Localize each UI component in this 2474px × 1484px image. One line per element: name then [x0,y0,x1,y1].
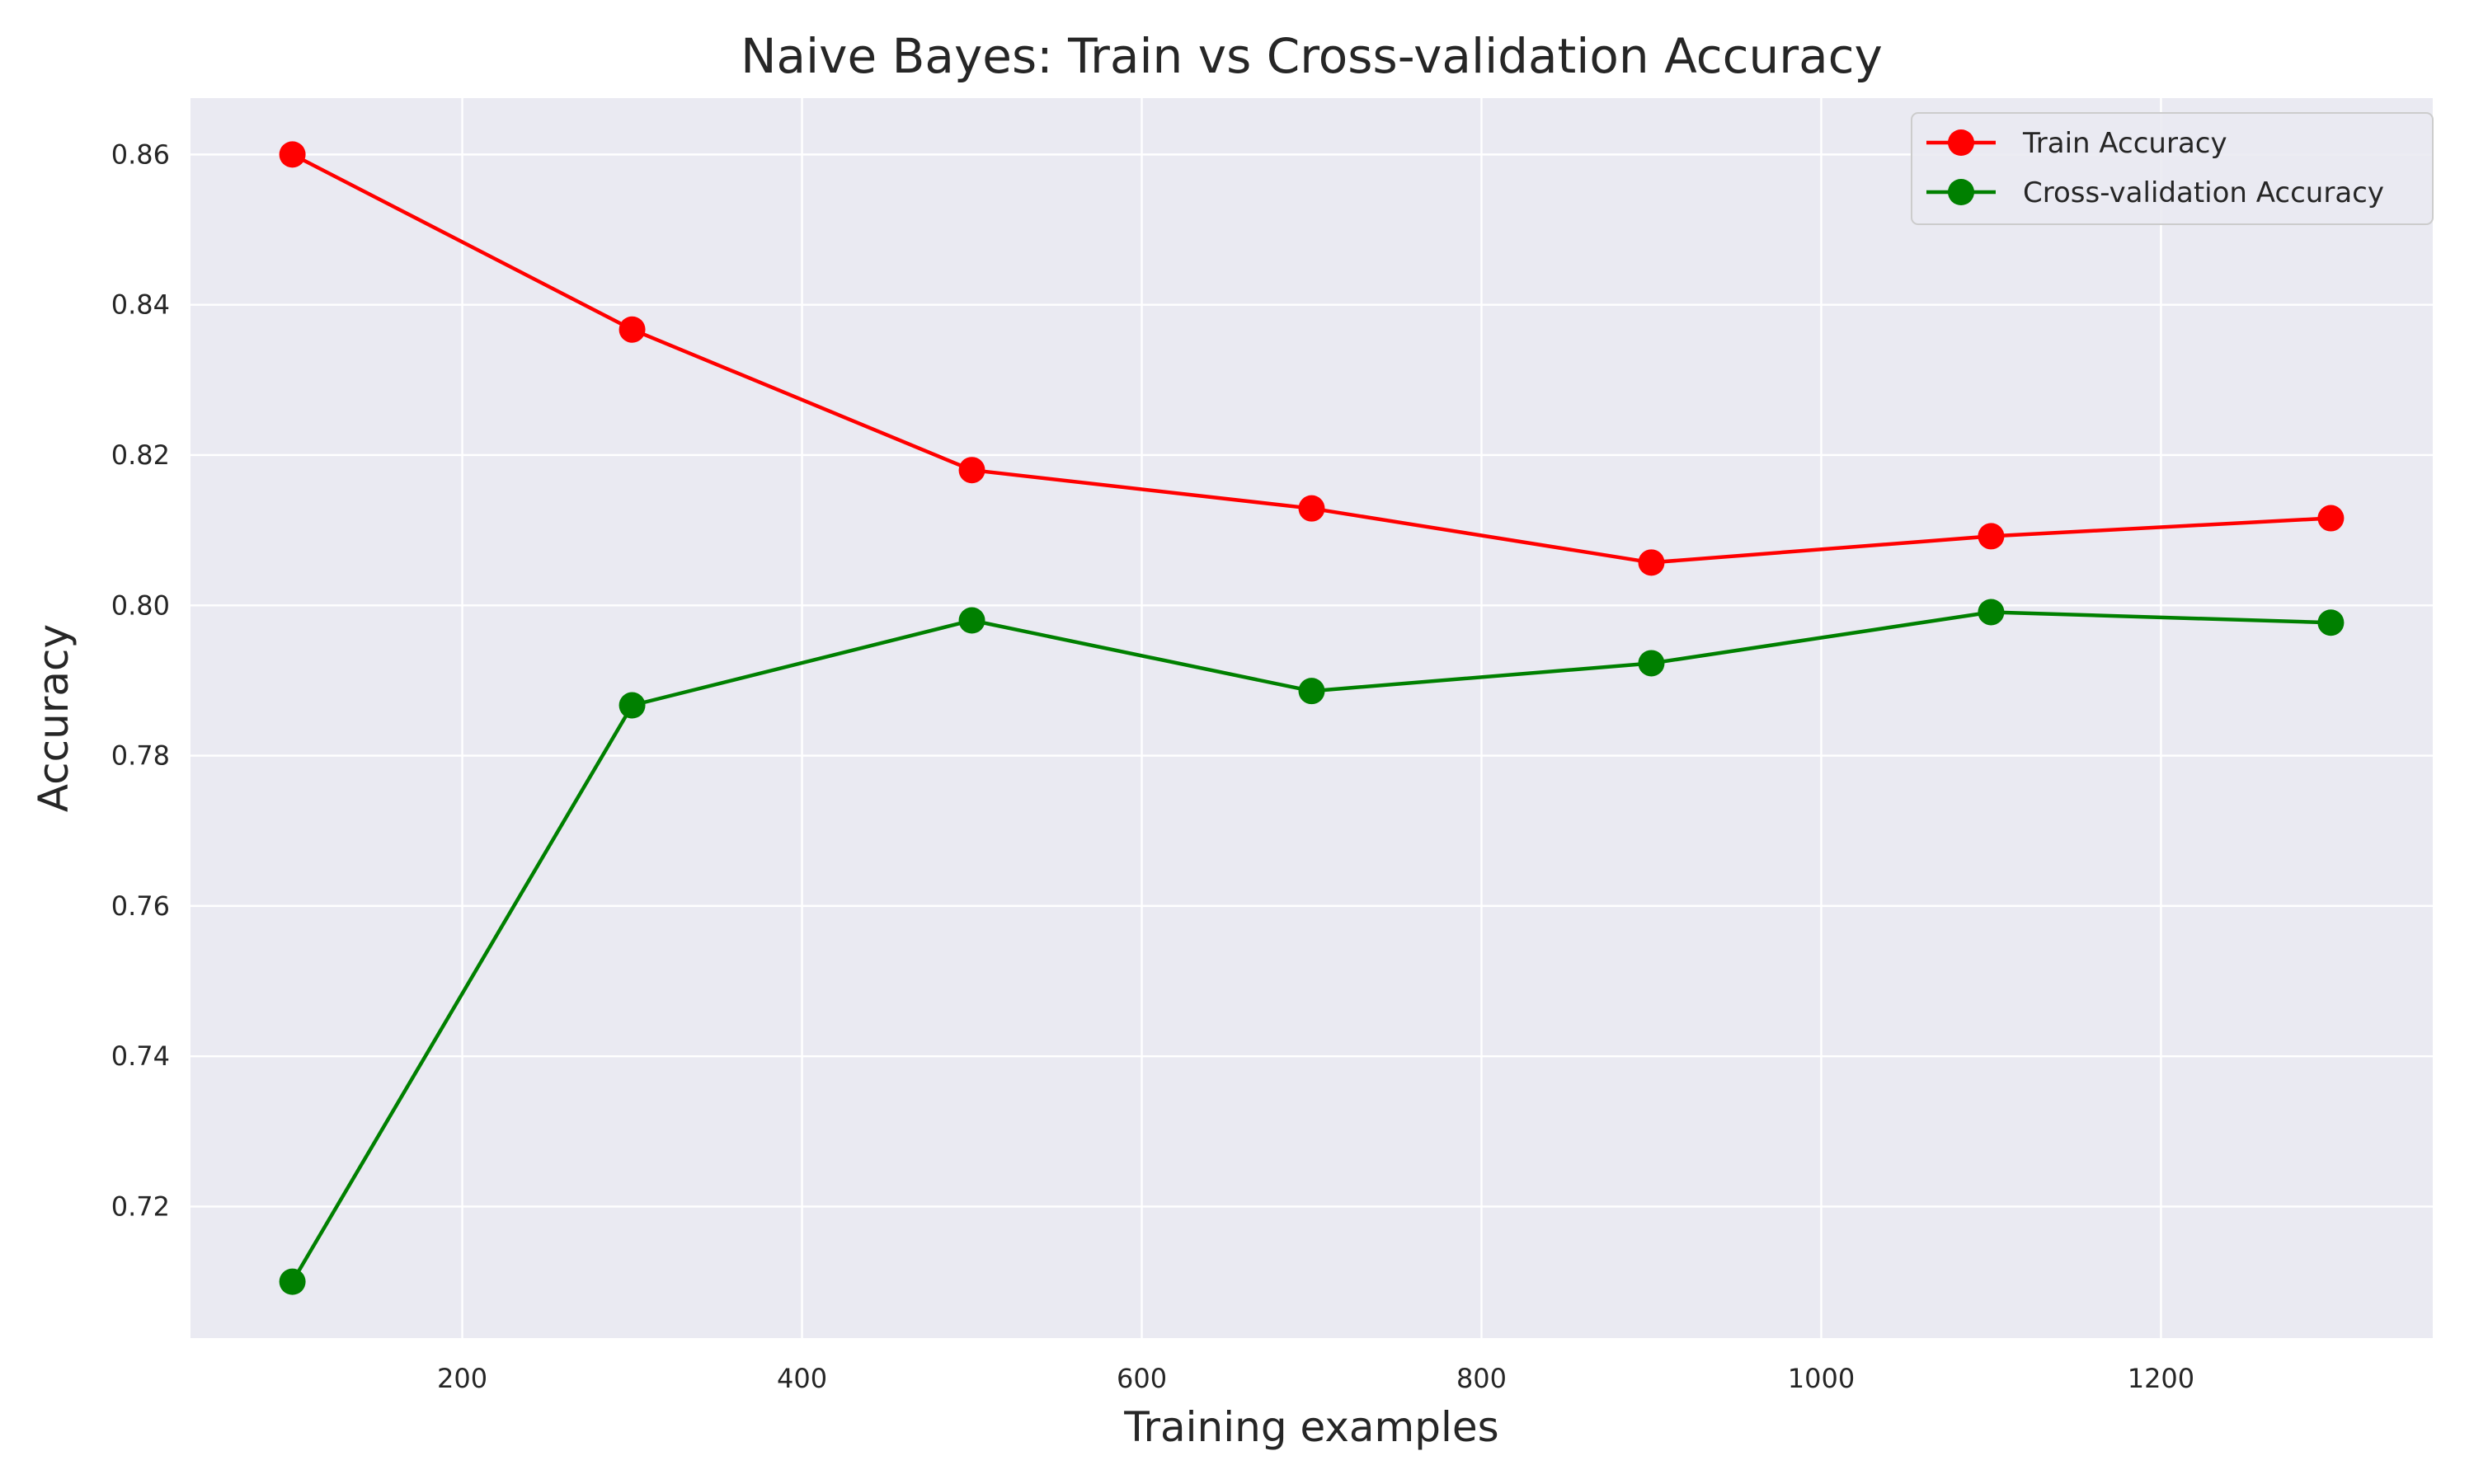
x-tick-label: 1000 [1788,1363,1855,1394]
x-tick-label: 600 [1117,1363,1167,1394]
legend-label: Train Accuracy [2022,127,2227,160]
data-point [958,607,985,634]
y-tick-label: 0.84 [111,289,170,321]
y-axis-ticks: 0.72 0.74 0.76 0.78 0.80 0.82 0.84 0.86 [111,139,170,1222]
x-axis-label: Training examples [1123,1403,1498,1451]
y-tick-label: 0.82 [111,439,170,471]
y-tick-label: 0.86 [111,139,170,170]
series-markers [279,141,2345,1295]
legend-label: Cross-validation Accuracy [2023,176,2384,209]
legend: Train Accuracy Cross-validation Accuracy [1911,112,2434,225]
data-point [1638,549,1665,576]
data-point [1638,650,1665,677]
legend-marker [1948,179,1974,205]
chart-title: Naive Bayes: Train vs Cross-validation A… [741,28,1883,84]
y-tick-label: 0.76 [111,890,170,922]
y-axis-label: Accuracy [30,624,78,812]
x-tick-label: 1200 [2128,1363,2194,1394]
data-point [958,457,985,484]
data-point [618,316,646,343]
data-point [2317,609,2345,636]
data-point [1298,495,1325,522]
y-tick-label: 0.72 [111,1190,170,1222]
data-point [279,1268,306,1295]
data-point [279,141,306,168]
y-tick-label: 0.80 [111,589,170,621]
data-point [2317,505,2345,532]
data-point [1298,678,1325,705]
x-tick-label: 200 [437,1363,487,1394]
data-point [1978,523,2005,550]
data-point [1978,599,2005,626]
y-tick-label: 0.78 [111,740,170,772]
legend-frame [1911,112,2434,225]
legend-marker [1948,129,1974,156]
plot-area [190,98,2433,1338]
x-tick-label: 400 [777,1363,827,1394]
data-point [618,692,646,719]
y-tick-label: 0.74 [111,1040,170,1072]
x-tick-label: 800 [1456,1363,1507,1394]
x-axis-ticks: 200 400 600 800 1000 1200 [437,1363,2194,1394]
